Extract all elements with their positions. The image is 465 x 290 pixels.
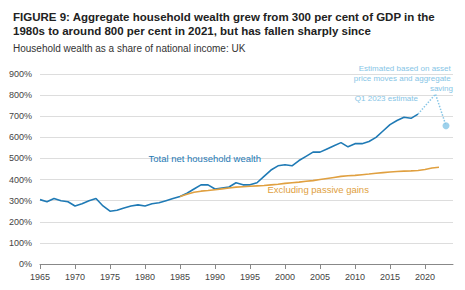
svg-text:1980s to around 800 per cent i: 1980s to around 800 per cent in 2021, bu… — [13, 25, 371, 37]
svg-text:2010: 2010 — [345, 272, 365, 282]
svg-text:1985: 1985 — [170, 272, 190, 282]
svg-text:400%: 400% — [9, 175, 32, 185]
svg-text:2005: 2005 — [310, 272, 330, 282]
svg-text:700%: 700% — [9, 111, 32, 121]
svg-text:2000: 2000 — [275, 272, 295, 282]
svg-text:1965: 1965 — [30, 272, 50, 282]
svg-text:FIGURE 9: Aggregate household: FIGURE 9: Aggregate household wealth gre… — [13, 11, 438, 23]
svg-text:1995: 1995 — [240, 272, 260, 282]
svg-text:0%: 0% — [19, 259, 32, 269]
svg-text:1970: 1970 — [65, 272, 85, 282]
svg-text:1975: 1975 — [100, 272, 120, 282]
svg-text:Q1 2023 estimate: Q1 2023 estimate — [355, 94, 419, 103]
svg-text:200%: 200% — [9, 217, 32, 227]
svg-text:Estimated based on asset: Estimated based on asset — [359, 64, 453, 73]
svg-text:Total net household wealth: Total net household wealth — [149, 153, 262, 164]
svg-text:Household wealth as a share of: Household wealth as a share of national … — [13, 43, 246, 54]
svg-text:500%: 500% — [9, 153, 32, 163]
svg-text:Excluding passive gains: Excluding passive gains — [268, 184, 370, 195]
svg-text:saving: saving — [430, 84, 453, 93]
svg-text:100%: 100% — [9, 238, 32, 248]
svg-text:2020: 2020 — [415, 272, 435, 282]
svg-text:800%: 800% — [9, 90, 32, 100]
svg-text:600%: 600% — [9, 132, 32, 142]
svg-text:900%: 900% — [9, 69, 32, 79]
svg-text:300%: 300% — [9, 196, 32, 206]
svg-text:2015: 2015 — [380, 272, 400, 282]
svg-text:1990: 1990 — [205, 272, 225, 282]
svg-text:1980: 1980 — [135, 272, 155, 282]
svg-text:price moves and aggregate: price moves and aggregate — [354, 74, 453, 83]
